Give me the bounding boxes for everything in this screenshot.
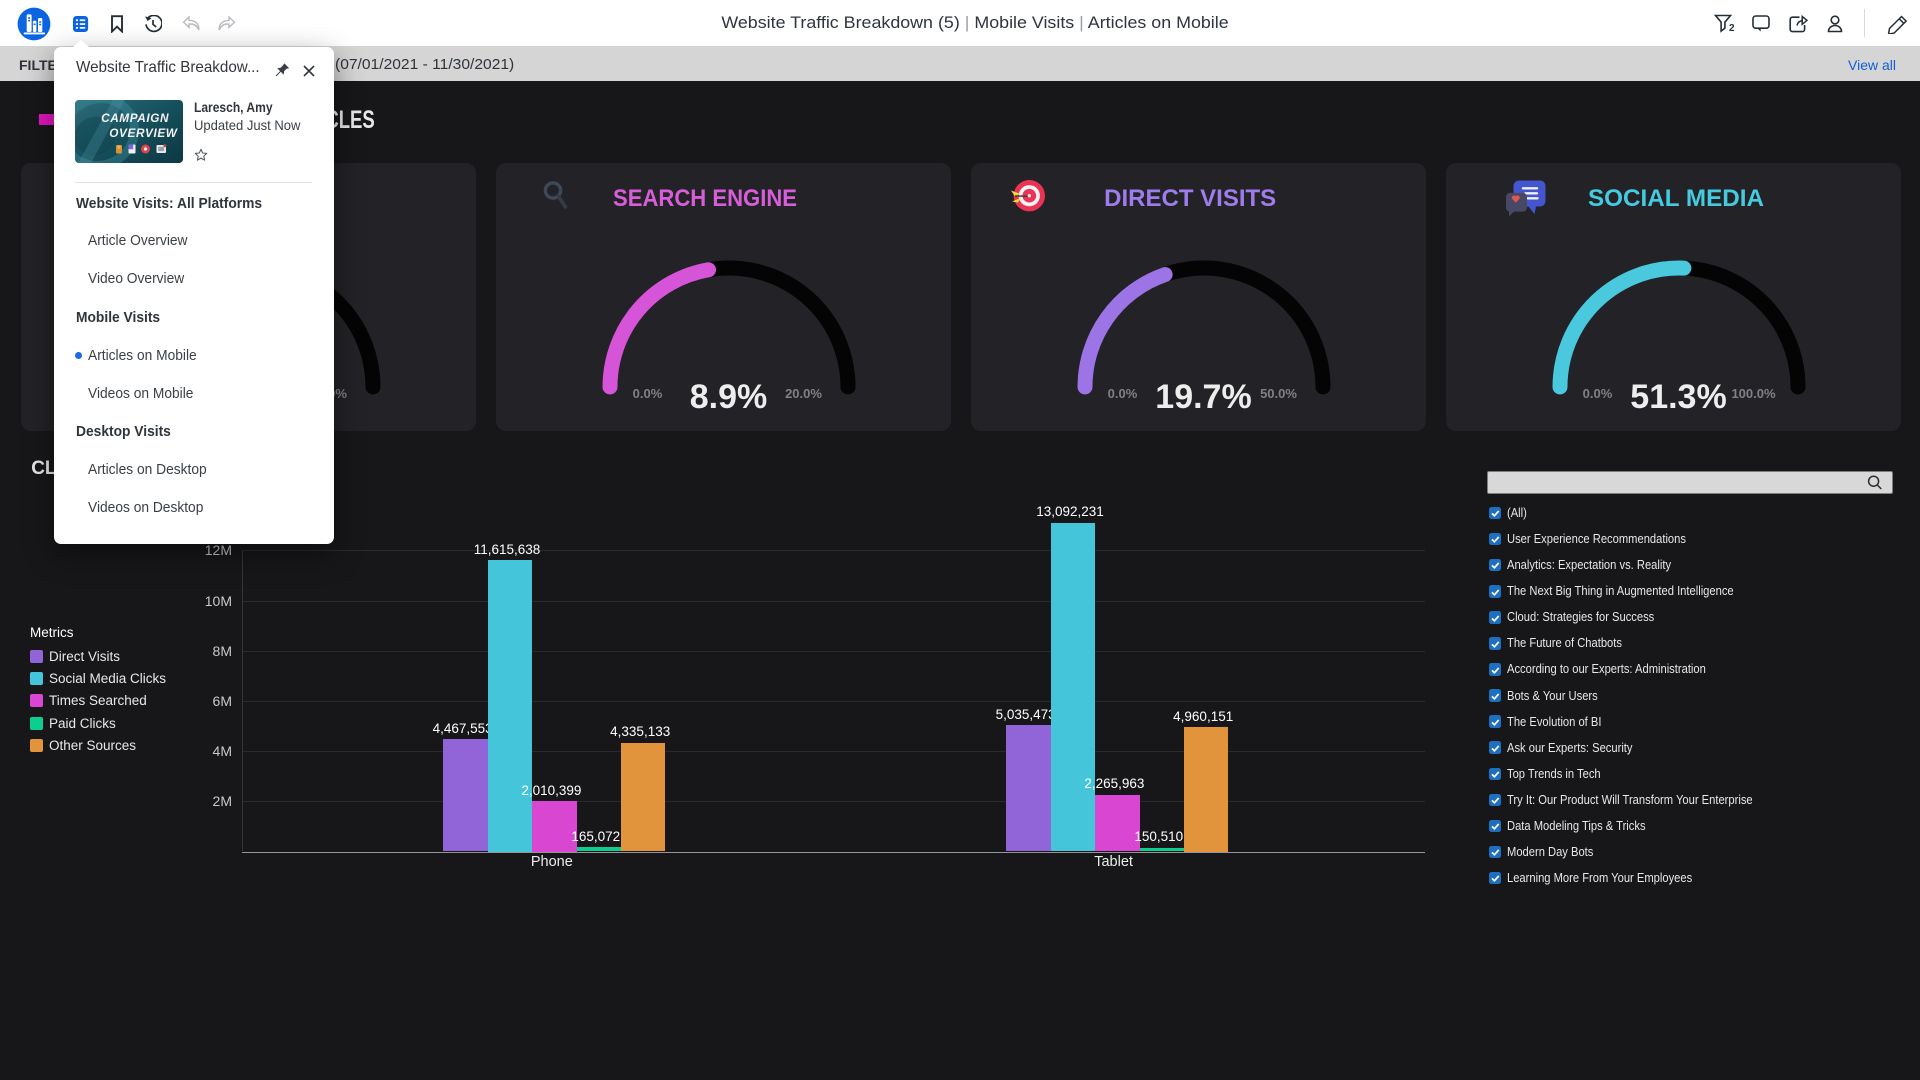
svg-text:OVERVIEW: OVERVIEW xyxy=(109,126,178,140)
svg-text:CAMPAIGN: CAMPAIGN xyxy=(101,111,169,125)
